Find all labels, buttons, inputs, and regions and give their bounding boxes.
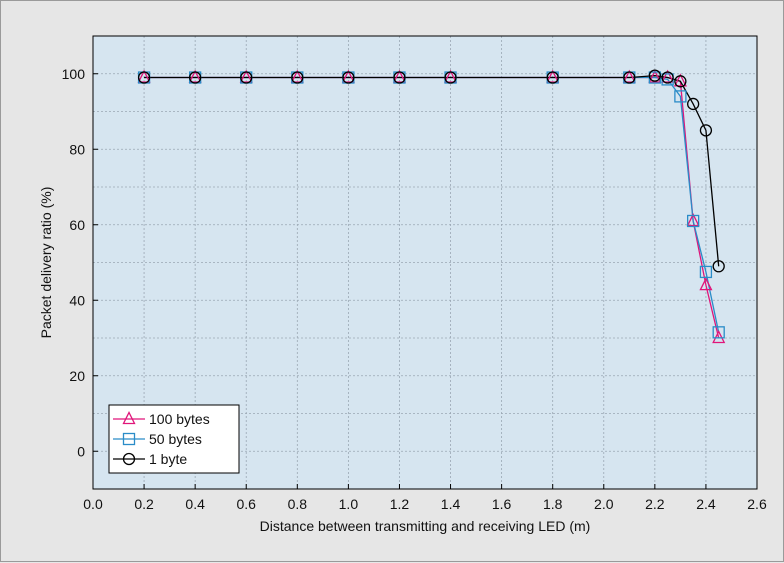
data-point-circle (546, 71, 559, 84)
data-point-triangle (290, 69, 304, 83)
data-point-triangle (239, 69, 253, 83)
x-tick-label: 1.0 (339, 496, 359, 512)
data-point-circle (393, 71, 406, 84)
data-point-triangle (546, 69, 560, 83)
axis-ticks: 0.0 0.2 0.4 0.6 0.8 1.0 1.2 1.4 1.6 1.8 2.0 2.2 2.4 2… (62, 66, 767, 512)
data-point-triangle (137, 69, 151, 83)
y-tick-label: 0 (77, 443, 85, 459)
series-line-circle (144, 74, 720, 267)
data-point-circle (240, 71, 253, 84)
data-point-triangle (188, 69, 202, 83)
x-axis-title: Distance between transmitting and receiv… (260, 518, 591, 534)
data-point-circle (444, 71, 457, 84)
legend-marker-square (122, 432, 136, 446)
series-lines (144, 74, 720, 339)
y-tick-label: 80 (69, 141, 85, 157)
grid (93, 36, 757, 489)
data-point-circle (291, 71, 304, 84)
x-tick-label: 2.4 (696, 496, 716, 512)
legend-label: 50 bytes (149, 431, 202, 447)
data-point-circle (674, 75, 687, 88)
x-tick-label: 2.0 (594, 496, 614, 512)
series-markers (137, 69, 726, 344)
data-point-triangle (648, 69, 662, 83)
data-point-square (712, 326, 725, 339)
data-point-square (699, 265, 713, 279)
data-point-triangle (622, 69, 636, 83)
x-tick-label: 2.6 (747, 496, 767, 512)
data-point-square (674, 90, 687, 103)
y-axis-title: Packet delivery ratio (%) (38, 187, 54, 339)
data-point-circle (137, 71, 151, 84)
data-point-circle (623, 71, 636, 84)
data-point-triangle (443, 69, 458, 83)
data-point-circle (712, 260, 725, 273)
y-tick-label: 100 (62, 66, 86, 82)
legend: 100 bytes 50 bytes 1 byte (108, 404, 240, 474)
x-tick-label: 1.2 (390, 496, 410, 512)
x-tick-label: 1.6 (492, 496, 512, 512)
x-tick-label: 0.0 (83, 496, 103, 512)
data-point-circle (687, 97, 700, 111)
x-tick-label: 2.2 (645, 496, 665, 512)
legend-label: 100 bytes (149, 411, 210, 427)
data-point-triangle (673, 73, 687, 87)
data-point-circle (189, 71, 202, 84)
data-point-circle (661, 71, 674, 84)
y-tick-label: 20 (69, 368, 85, 384)
data-point-triangle (712, 330, 726, 344)
plot-frame (92, 35, 758, 490)
data-point-circle (699, 124, 713, 137)
y-tick-label: 40 (69, 292, 85, 308)
data-point-triangle (686, 213, 700, 227)
x-tick-label: 0.6 (236, 496, 256, 512)
data-point-triangle (661, 69, 675, 83)
legend-label: 1 byte (149, 451, 187, 467)
x-tick-label: 1.4 (441, 496, 461, 512)
y-tick-label: 60 (69, 217, 85, 233)
data-point-square (687, 214, 700, 228)
x-tick-label: 0.4 (185, 496, 205, 512)
data-point-circle (342, 71, 355, 84)
legend-marker-circle (122, 452, 136, 466)
legend-marker-triangle (122, 411, 136, 425)
data-point-triangle (392, 69, 407, 83)
x-tick-label: 0.8 (288, 496, 308, 512)
data-point-triangle (699, 277, 713, 291)
data-point-triangle (341, 69, 355, 83)
data-point-circle (648, 69, 661, 82)
x-tick-label: 0.2 (134, 496, 154, 512)
x-tick-label: 1.8 (543, 496, 563, 512)
